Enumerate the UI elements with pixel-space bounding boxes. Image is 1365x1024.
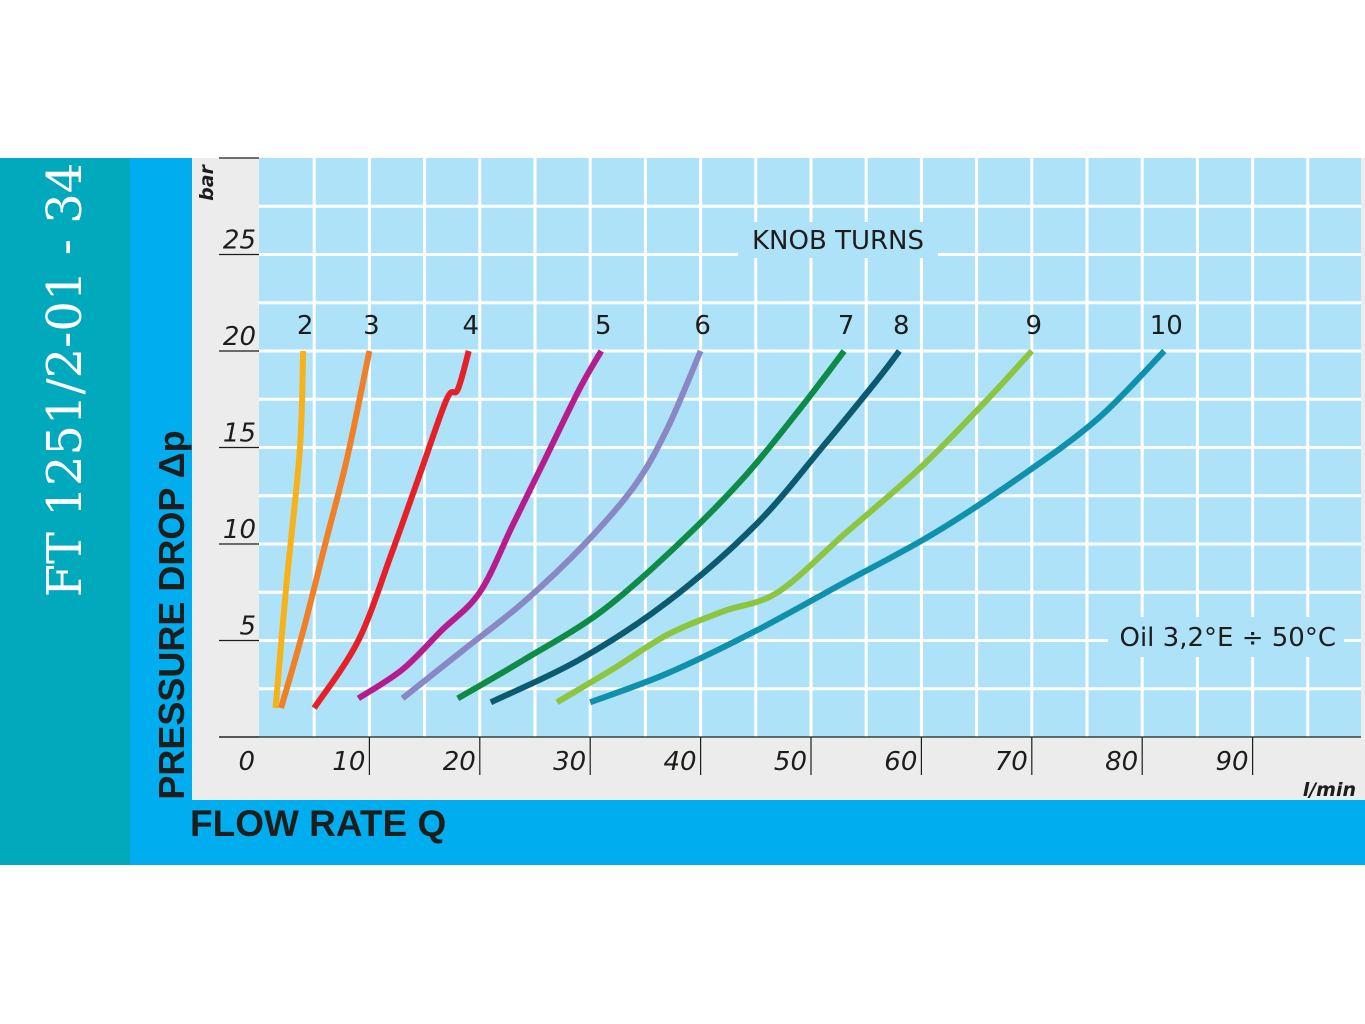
- x-tick-label: 40: [664, 747, 697, 777]
- curve-knob-turns-10: [589, 348, 1167, 706]
- curve-label-9: 9: [1026, 311, 1043, 341]
- x-tick-label: 30: [553, 747, 586, 777]
- curve-knob-turns-5: [356, 349, 604, 701]
- curve-knob-turns-4: [311, 350, 472, 710]
- curve-label-6: 6: [694, 311, 711, 341]
- curve-label-2: 2: [297, 311, 314, 341]
- x-unit-label: l/min: [1303, 779, 1356, 801]
- curve-knob-turns-2: [272, 350, 307, 709]
- side-bar: [0, 158, 130, 865]
- curve-knob-turns-7: [456, 349, 847, 701]
- x-tick-label: 70: [995, 747, 1028, 777]
- curve-label-4: 4: [462, 311, 479, 341]
- x-tick-label: 60: [884, 747, 917, 777]
- curve-knob-turns-6: [400, 349, 704, 701]
- knob-turns-title: KNOB TURNS: [752, 226, 924, 256]
- curve-knob-turns-8: [489, 349, 902, 705]
- grid: [259, 158, 1361, 737]
- y-unit-label: bar: [196, 163, 218, 200]
- y-tick-label: 25: [223, 226, 256, 256]
- x-tick-label: 0: [238, 747, 255, 777]
- curve-label-8: 8: [893, 311, 910, 341]
- x-axis-title: FLOW RATE Q: [190, 803, 447, 844]
- x-tick-label: 10: [332, 747, 365, 777]
- y-tick-label: 10: [223, 515, 256, 545]
- y-tick-label: 5: [239, 612, 256, 642]
- y-tick-label: 20: [223, 322, 256, 352]
- curve-knob-turns-9: [555, 348, 1035, 705]
- x-tick-label: 80: [1105, 747, 1138, 777]
- y-axis-title: PRESSURE DROP Δp: [151, 430, 192, 800]
- curve-label-7: 7: [838, 311, 855, 341]
- x-tick-label: 50: [774, 747, 807, 777]
- x-tick-label: 90: [1216, 747, 1249, 777]
- x-tick-label: 20: [443, 747, 476, 777]
- oil-note: Oil 3,2°E ÷ 50°C: [1119, 623, 1336, 653]
- y-tick-label: 15: [223, 419, 256, 449]
- knob-turns-label-bg: [738, 222, 938, 258]
- curve-label-10: 10: [1150, 311, 1183, 341]
- oil-note-bg: [1108, 617, 1344, 657]
- curve-label-5: 5: [595, 311, 612, 341]
- curve-label-3: 3: [363, 311, 380, 341]
- curve-knob-turns-3: [278, 350, 373, 709]
